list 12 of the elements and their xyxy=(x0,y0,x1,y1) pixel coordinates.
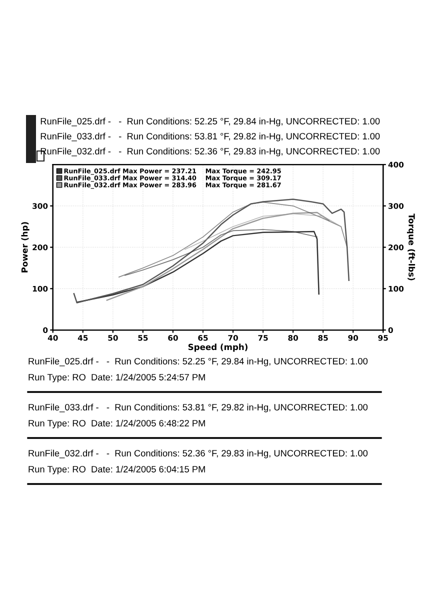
text: RunFile_025.drf - - Run Conditions: 52.25 °F, 29.84 in-Hg, UNCORRECTED: 1.00 xyxy=(28,358,368,366)
y-axis-title: Power (hp) xyxy=(21,222,30,272)
y2-axis-title: Torque (ft-lbs) xyxy=(406,214,416,280)
text: Run Type: RO Date: 1/24/2005 6:04:15 PM xyxy=(28,466,205,474)
text: RunFile_032.drf - - Run Conditions: 52.36 °F, 29.83 in-Hg, UNCORRECTED: 1.00 xyxy=(40,148,380,156)
text: RunFile_033.drf - - Run Conditions: 53.81 °F, 29.82 in-Hg, UNCORRECTED: 1.00 xyxy=(28,404,368,412)
text: RunFile_033.drf - - Run Conditions: 53.81 °F, 29.82 in-Hg, UNCORRECTED: 1.00 xyxy=(40,132,380,142)
text: Run Type: RO Date: 1/24/2005 6:48:22 PM xyxy=(28,420,205,428)
text: Run Type: RO Date: 1/24/2005 5:24:57 PM xyxy=(28,374,205,382)
text: RunFile_025.drf - - Run Conditions: 52.25 °F, 29.84 in-Hg, UNCORRECTED: 1.00 xyxy=(40,118,380,126)
x-axis-title: Speed (mph) xyxy=(188,344,248,352)
text: RunFile_032.drf - - Run Conditions: 52.36 °F, 29.83 in-Hg, UNCORRECTED: 1.00 xyxy=(28,450,368,458)
